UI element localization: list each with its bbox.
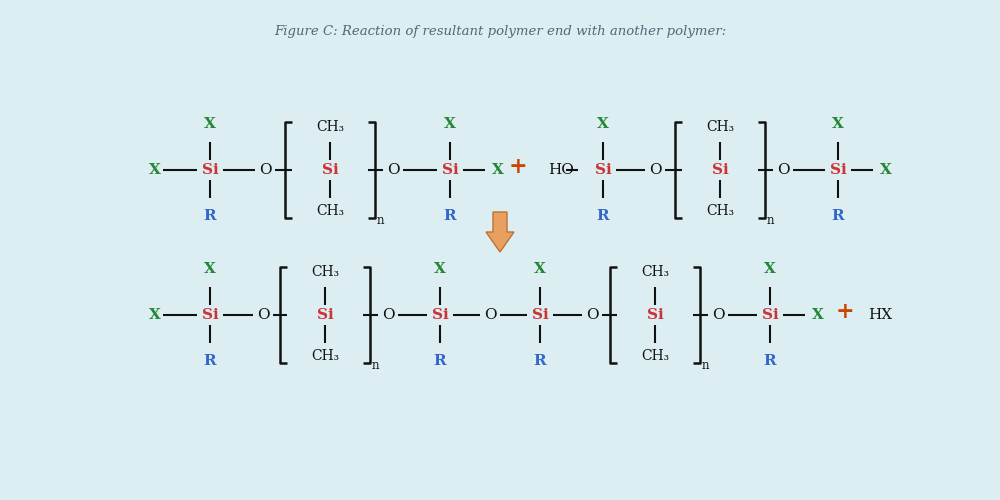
Text: O: O (387, 163, 399, 177)
Text: CH₃: CH₃ (311, 265, 339, 279)
Text: X: X (149, 308, 161, 322)
Text: Si: Si (712, 163, 728, 177)
Text: CH₃: CH₃ (311, 349, 339, 363)
Text: O: O (777, 163, 789, 177)
Text: X: X (534, 262, 546, 276)
Text: Si: Si (322, 163, 338, 177)
Text: X: X (444, 117, 456, 131)
Text: R: R (204, 209, 216, 223)
Text: Si: Si (202, 308, 218, 322)
Text: HX: HX (868, 308, 892, 322)
Text: R: R (764, 354, 776, 368)
Text: X: X (812, 308, 824, 322)
Text: CH₃: CH₃ (316, 204, 344, 218)
Text: CH₃: CH₃ (641, 349, 669, 363)
Text: X: X (764, 262, 776, 276)
Text: +: + (509, 156, 527, 178)
Text: X: X (597, 117, 609, 131)
Text: Figure C: Reaction of resultant polymer end with another polymer:: Figure C: Reaction of resultant polymer … (274, 26, 726, 38)
Text: Si: Si (442, 163, 458, 177)
Text: X: X (832, 117, 844, 131)
Text: O: O (586, 308, 598, 322)
Text: R: R (204, 354, 216, 368)
Text: CH₃: CH₃ (316, 120, 344, 134)
Text: Si: Si (830, 163, 846, 177)
Text: X: X (880, 163, 892, 177)
Text: X: X (149, 163, 161, 177)
Text: O: O (484, 308, 496, 322)
Text: Si: Si (432, 308, 448, 322)
Text: O: O (649, 163, 661, 177)
Text: O: O (382, 308, 394, 322)
Text: X: X (204, 117, 216, 131)
Text: X: X (204, 262, 216, 276)
Text: Si: Si (647, 308, 663, 322)
Text: O: O (712, 308, 724, 322)
Text: O: O (257, 308, 269, 322)
Text: Si: Si (532, 308, 548, 322)
Text: +: + (836, 301, 854, 323)
Text: n: n (372, 359, 380, 372)
Text: CH₃: CH₃ (641, 265, 669, 279)
Text: O: O (259, 163, 271, 177)
Text: R: R (597, 209, 609, 223)
FancyArrow shape (486, 212, 514, 252)
Text: R: R (534, 354, 546, 368)
Text: n: n (377, 214, 384, 227)
Text: X: X (434, 262, 446, 276)
Text: Si: Si (595, 163, 611, 177)
Text: Si: Si (202, 163, 218, 177)
Text: n: n (702, 359, 710, 372)
Text: Si: Si (762, 308, 778, 322)
Text: CH₃: CH₃ (706, 120, 734, 134)
Text: CH₃: CH₃ (706, 204, 734, 218)
Text: Si: Si (317, 308, 333, 322)
Text: R: R (832, 209, 844, 223)
Text: X: X (492, 163, 504, 177)
Text: R: R (444, 209, 456, 223)
Text: R: R (434, 354, 446, 368)
Text: HO: HO (548, 163, 574, 177)
Text: n: n (767, 214, 774, 227)
